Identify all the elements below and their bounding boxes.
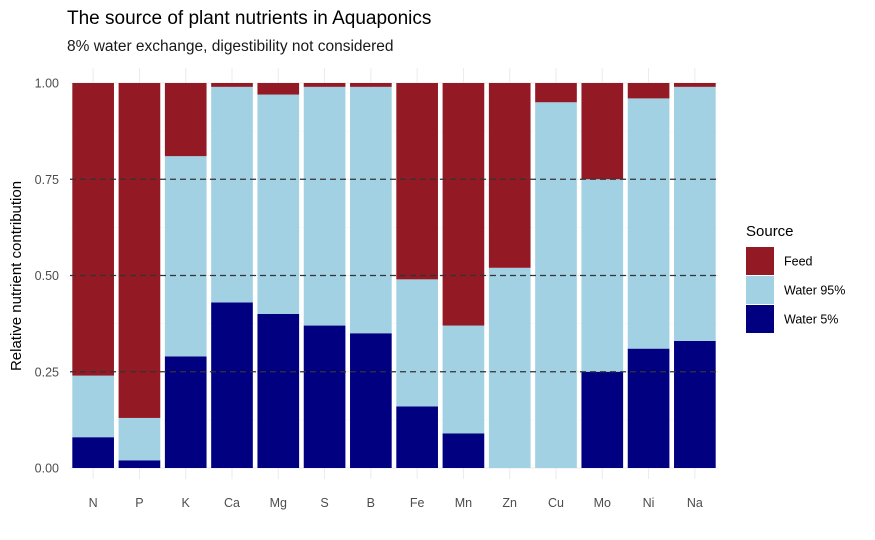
bar-mn-water-5 bbox=[442, 433, 485, 468]
bar-p-water-5 bbox=[118, 460, 161, 468]
legend-key-feed bbox=[746, 247, 774, 275]
bar-n-water-95 bbox=[72, 375, 114, 438]
bar-b-water-95 bbox=[350, 86, 392, 334]
x-tick-label: Cu bbox=[548, 496, 564, 510]
bar-k-feed bbox=[164, 83, 207, 157]
legend-key-water-5 bbox=[746, 305, 774, 333]
bar-ni-feed bbox=[627, 83, 670, 99]
legend-label: Water 95% bbox=[784, 284, 845, 298]
legend-key-water-95 bbox=[746, 276, 774, 304]
x-tick-label: Mg bbox=[270, 496, 287, 510]
y-axis-label: Relative nutrient contribution bbox=[8, 181, 25, 371]
x-tick-label: Mn bbox=[455, 496, 472, 510]
bar-zn-water-95 bbox=[488, 267, 531, 468]
bar-cu-feed bbox=[535, 83, 577, 103]
bar-fe-feed bbox=[396, 83, 438, 280]
x-tick-label: K bbox=[182, 496, 191, 510]
y-axis-ticks: 0.00 0.25 0.50 0.75 1.00 bbox=[35, 77, 59, 476]
x-tick-label: P bbox=[135, 496, 143, 510]
y-tick-label: 0.50 bbox=[35, 269, 59, 283]
bar-mn-water-95 bbox=[442, 325, 485, 434]
x-tick-label: Mo bbox=[594, 496, 611, 510]
bar-fe-water-5 bbox=[396, 406, 438, 468]
y-tick-label: 1.00 bbox=[35, 77, 59, 91]
bar-p-feed bbox=[118, 83, 161, 418]
x-tick-label: N bbox=[89, 496, 98, 510]
bar-ni-water-95 bbox=[627, 98, 670, 349]
x-tick-label: Fe bbox=[410, 496, 425, 510]
bar-mo-water-5 bbox=[581, 371, 624, 468]
bar-mg-feed bbox=[257, 83, 300, 95]
bar-na-feed bbox=[674, 83, 716, 87]
bar-ca-water-95 bbox=[211, 86, 253, 303]
y-tick-label: 0.75 bbox=[35, 173, 59, 187]
reference-lines bbox=[70, 178, 718, 373]
x-tick-label: Zn bbox=[502, 496, 517, 510]
bar-na-water-95 bbox=[674, 86, 716, 341]
bar-ni-water-5 bbox=[627, 348, 670, 468]
legend-label: Water 5% bbox=[784, 313, 838, 327]
bar-mn-feed bbox=[442, 83, 485, 326]
bar-mg-water-5 bbox=[257, 314, 300, 468]
x-tick-label: Ni bbox=[643, 496, 655, 510]
bars bbox=[72, 83, 716, 468]
bar-ca-feed bbox=[211, 83, 253, 87]
x-tick-label: S bbox=[320, 496, 328, 510]
bar-mo-feed bbox=[581, 83, 624, 180]
y-tick-label: 0.25 bbox=[35, 365, 59, 379]
bar-k-water-95 bbox=[164, 156, 207, 357]
x-tick-label: B bbox=[367, 496, 375, 510]
bar-fe-water-95 bbox=[396, 279, 438, 407]
bar-k-water-5 bbox=[164, 356, 207, 468]
bar-n-feed bbox=[72, 83, 114, 376]
y-tick-label: 0.00 bbox=[35, 462, 59, 476]
bar-n-water-5 bbox=[72, 437, 114, 468]
legend-title: Source bbox=[746, 223, 794, 240]
bar-b-feed bbox=[350, 83, 392, 87]
bar-cu-water-95 bbox=[535, 102, 577, 468]
legend: Source Feed Water 95% Water 5% bbox=[746, 223, 845, 333]
bar-ca-water-5 bbox=[211, 302, 253, 468]
legend-label: Feed bbox=[784, 255, 813, 269]
bar-s-water-5 bbox=[303, 325, 346, 468]
x-axis-ticks: N P K Ca Mg S B Fe Mn Zn Cu Mo Ni Na bbox=[89, 496, 703, 510]
bar-na-water-5 bbox=[674, 340, 716, 468]
x-tick-label: Ca bbox=[224, 496, 240, 510]
bar-b-water-5 bbox=[350, 333, 392, 468]
x-tick-label: Na bbox=[687, 496, 703, 510]
bar-s-water-95 bbox=[303, 86, 346, 326]
bar-s-feed bbox=[303, 83, 346, 87]
chart-subtitle: 8% water exchange, digestibility not con… bbox=[67, 38, 394, 55]
chart-title: The source of plant nutrients in Aquapon… bbox=[67, 8, 431, 29]
bar-mg-water-95 bbox=[257, 94, 300, 314]
bar-p-water-95 bbox=[118, 417, 161, 461]
bar-zn-feed bbox=[488, 83, 531, 268]
